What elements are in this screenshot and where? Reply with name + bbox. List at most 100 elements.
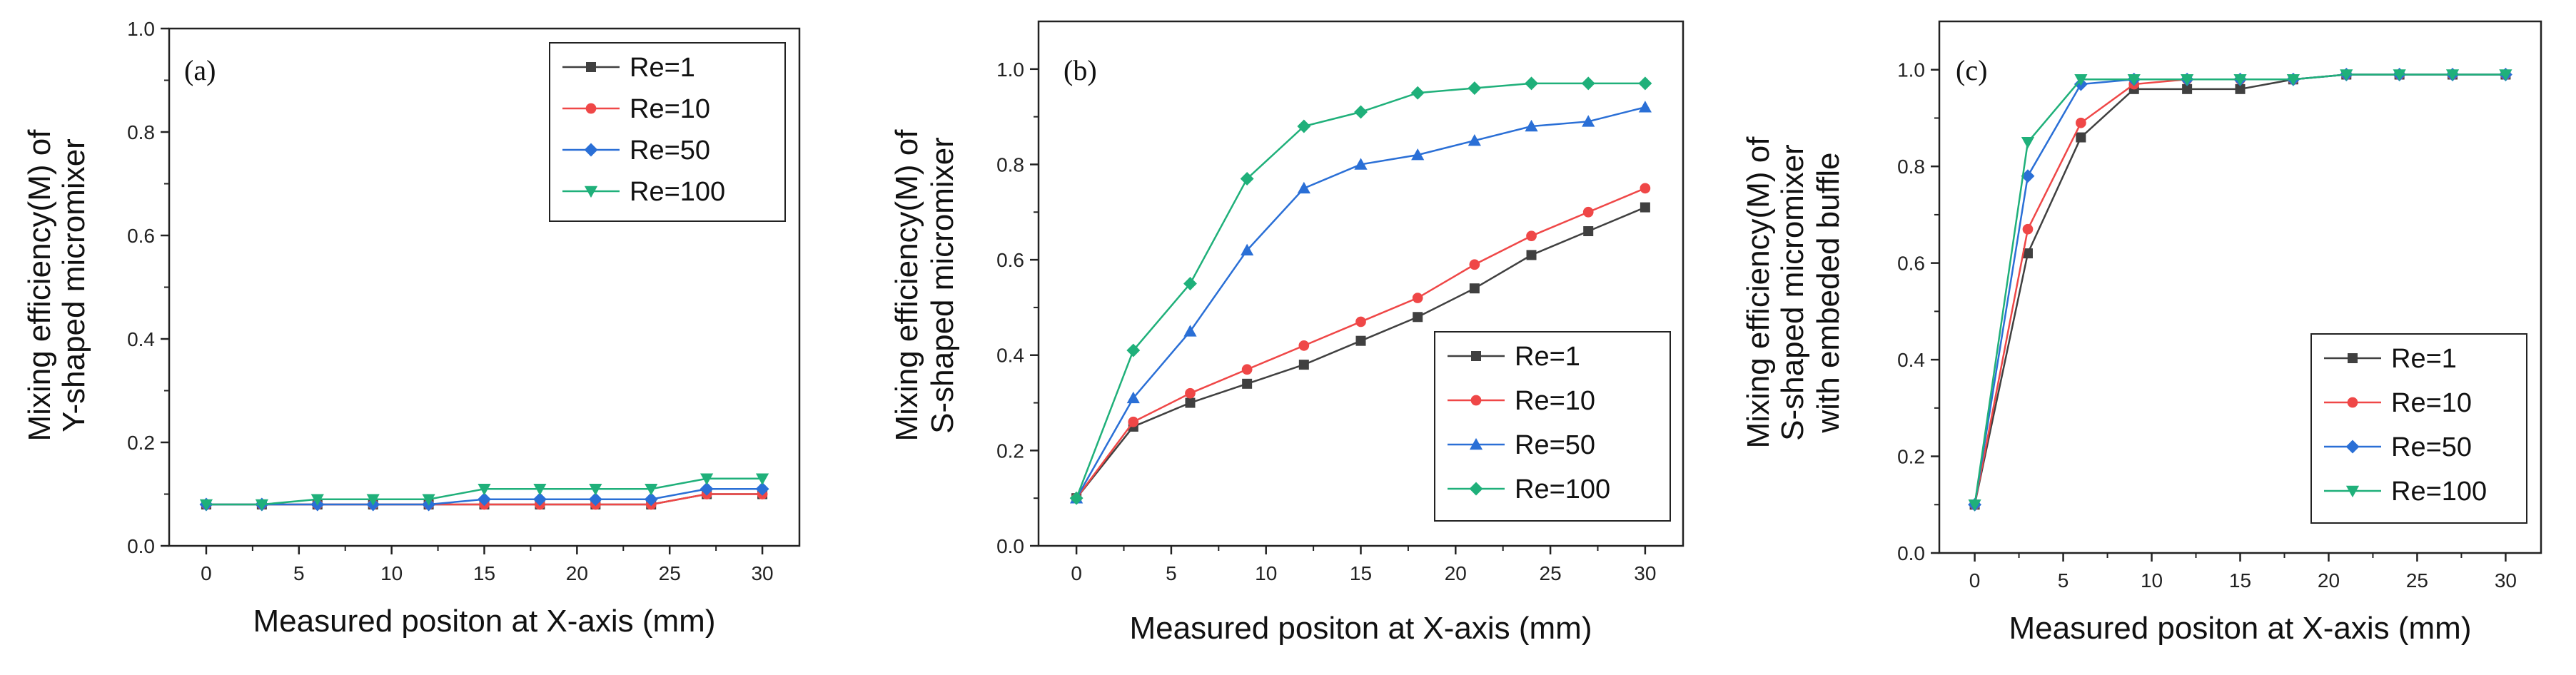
legend-label: Re=100 bbox=[2391, 477, 2487, 507]
panel-label: (b) bbox=[1064, 54, 1097, 86]
data-point bbox=[1297, 181, 1310, 194]
data-point bbox=[1126, 343, 1141, 357]
legend-marker bbox=[2345, 485, 2360, 498]
y-tick-label: 0.6 bbox=[996, 249, 1024, 271]
y-axis-title-line-1: Mixing efficiency(M) of bbox=[889, 129, 924, 442]
data-point bbox=[1469, 259, 1480, 270]
x-tick-label: 20 bbox=[1445, 562, 1467, 584]
y-tick-label: 0.8 bbox=[127, 121, 155, 143]
data-point bbox=[645, 483, 658, 496]
legend-label: Re=10 bbox=[630, 94, 710, 124]
data-point bbox=[1581, 76, 1595, 91]
y-tick-label: 0.4 bbox=[996, 345, 1024, 367]
chart-panel-1: 0.0 0.2 0.4 0.6 0.8 1.0 0 5 10 15 20 25 30 Measured p… bbox=[22, 18, 801, 639]
data-point bbox=[2127, 73, 2141, 86]
data-point bbox=[1468, 81, 1482, 95]
y-tick-label: 0.4 bbox=[127, 328, 155, 350]
data-point bbox=[533, 483, 547, 496]
data-point bbox=[700, 473, 714, 485]
data-point bbox=[2340, 69, 2353, 81]
legend-marker bbox=[584, 143, 598, 157]
legend-marker bbox=[2348, 353, 2358, 363]
x-tick-label: 20 bbox=[2318, 569, 2340, 592]
data-point bbox=[1185, 387, 1196, 399]
data-point bbox=[2022, 248, 2033, 259]
data-point bbox=[1183, 277, 1197, 290]
legend: Re=1 Re=10 Re=50 Re=100 bbox=[1434, 331, 1671, 522]
data-point bbox=[1241, 364, 1253, 375]
legend-label: Re=1 bbox=[630, 53, 695, 83]
data-point bbox=[1583, 226, 1594, 236]
data-point bbox=[2286, 73, 2300, 86]
data-point bbox=[2022, 223, 2034, 235]
y-tick-label: 1.0 bbox=[996, 59, 1024, 81]
data-point bbox=[1525, 119, 1538, 132]
data-point bbox=[2021, 137, 2035, 149]
data-point bbox=[1069, 491, 1084, 505]
data-point bbox=[1241, 243, 1254, 256]
y-tick-label: 0.0 bbox=[1897, 542, 1925, 564]
data-point bbox=[2076, 132, 2086, 143]
y-axis-title-line-2: S-shaped micromixer bbox=[925, 137, 960, 434]
y-tick-label: 0.8 bbox=[996, 153, 1024, 176]
data-point bbox=[1526, 250, 1537, 260]
data-point bbox=[199, 499, 213, 512]
data-point bbox=[1185, 397, 1196, 408]
legend-marker bbox=[2347, 397, 2358, 408]
data-point bbox=[1468, 133, 1481, 146]
data-point bbox=[589, 483, 602, 496]
y-axis-title-line-1: Mixing efficiency(M) of bbox=[22, 129, 57, 442]
data-point bbox=[2181, 73, 2194, 86]
legend-label: Re=50 bbox=[1515, 430, 1595, 460]
data-point bbox=[1526, 230, 1537, 242]
data-point bbox=[1240, 172, 1254, 186]
y-tick-label: 0.4 bbox=[1897, 349, 1925, 371]
data-point bbox=[1638, 101, 1652, 113]
data-point bbox=[2233, 73, 2247, 86]
x-tick-label: 15 bbox=[1350, 562, 1372, 584]
legend-marker bbox=[1469, 482, 1483, 496]
data-point bbox=[1298, 360, 1309, 370]
x-axis-title: Measured positon at X-axis (mm) bbox=[253, 604, 716, 639]
data-point bbox=[2235, 83, 2246, 94]
legend-marker bbox=[1469, 437, 1483, 450]
y-tick-label: 0.2 bbox=[996, 440, 1024, 462]
data-point bbox=[1582, 206, 1594, 218]
x-tick-label: 5 bbox=[293, 562, 305, 584]
data-point bbox=[1469, 283, 1480, 294]
legend-marker bbox=[1470, 395, 1482, 406]
data-point bbox=[1354, 158, 1368, 170]
legend-marker bbox=[1471, 351, 1481, 361]
chart-panel-2: 0.0 0.2 0.4 0.6 0.8 1.0 0 5 10 15 20 25 30 Measured p… bbox=[889, 20, 1684, 646]
x-tick-label: 10 bbox=[1255, 562, 1277, 584]
data-point bbox=[532, 492, 547, 507]
data-point bbox=[588, 492, 602, 507]
panel-label: (a) bbox=[184, 54, 216, 86]
data-point bbox=[2182, 83, 2193, 94]
data-point bbox=[1525, 76, 1538, 91]
data-point bbox=[1242, 378, 1253, 389]
x-tick-label: 25 bbox=[2406, 569, 2428, 592]
legend-label: Re=1 bbox=[2391, 344, 2457, 374]
data-point bbox=[1298, 340, 1310, 351]
x-tick-label: 30 bbox=[2495, 569, 2517, 592]
legend: Re=1 Re=10 Re=50 Re=100 bbox=[549, 42, 786, 222]
legend-label: Re=10 bbox=[2391, 388, 2472, 418]
x-tick-label: 0 bbox=[1969, 569, 1981, 592]
data-point bbox=[1412, 293, 1423, 303]
data-point bbox=[2393, 69, 2406, 81]
x-tick-label: 20 bbox=[566, 562, 588, 584]
y-tick-label: 0.8 bbox=[1897, 156, 1925, 178]
y-tick-label: 0.2 bbox=[127, 432, 155, 454]
y-tick-label: 0.0 bbox=[996, 535, 1024, 557]
data-point bbox=[1638, 76, 1652, 91]
y-axis-title-line-2: Y-shaped micromixer bbox=[56, 138, 91, 432]
x-tick-label: 0 bbox=[1071, 562, 1082, 584]
legend-label: Re=50 bbox=[630, 136, 710, 166]
data-point bbox=[2074, 73, 2088, 86]
data-point bbox=[699, 482, 714, 496]
data-point bbox=[310, 494, 324, 506]
x-tick-label: 5 bbox=[1166, 562, 1177, 584]
x-tick-label: 10 bbox=[2141, 569, 2163, 592]
